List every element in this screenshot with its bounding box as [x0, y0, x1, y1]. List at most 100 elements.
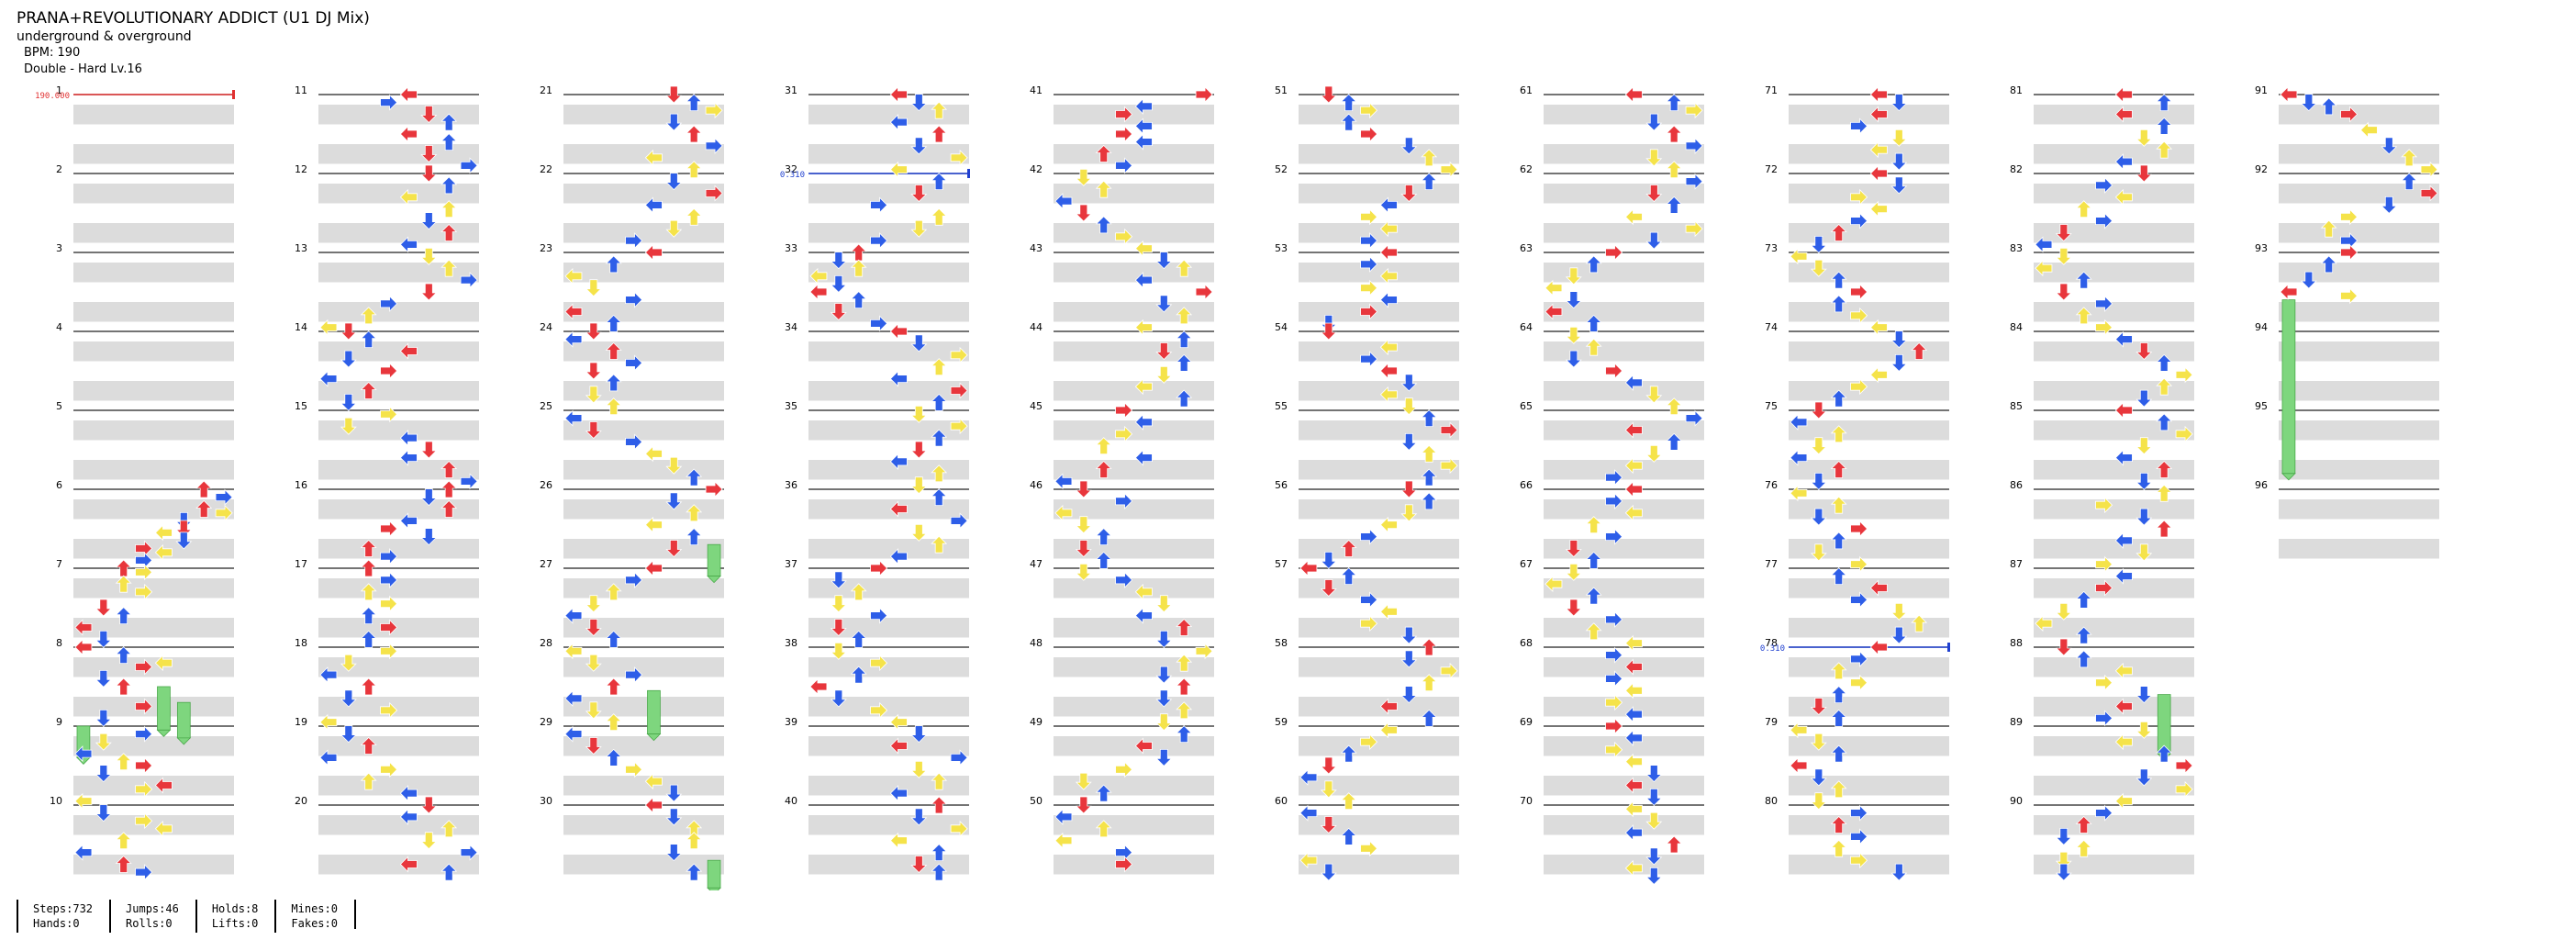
arrow-shape [115, 575, 132, 593]
measure-number: 28 [540, 637, 552, 649]
arrow-note-down [1645, 789, 1663, 806]
arrow-note-down [1810, 473, 1827, 490]
arrow-note-down [1400, 504, 1418, 522]
hold-note [2281, 299, 2296, 475]
arrow-note-up [605, 713, 622, 732]
arrow-shape [644, 445, 663, 463]
speed-event-label: 0.310 [780, 171, 805, 180]
arrow-note-right [380, 520, 398, 537]
measure-number: 26 [540, 479, 552, 491]
arrow-note-up [2156, 520, 2173, 538]
measure-number: 57 [1275, 558, 1288, 570]
arrow-shape [1360, 126, 1378, 142]
arrow-note-up [1830, 271, 1847, 289]
arrow-shape [1155, 365, 1173, 384]
arrow-shape [460, 844, 478, 861]
arrow-note-down [1400, 686, 1418, 704]
arrow-shape [1810, 792, 1827, 811]
arrow-shape [1176, 330, 1193, 349]
measure-band [2034, 815, 2194, 835]
arrow-shape [1645, 113, 1663, 131]
arrow-note-up [1830, 780, 1847, 799]
arrow-shape [1320, 863, 1337, 881]
arrow-shape [1624, 504, 1643, 521]
arrow-note-down [2055, 602, 2072, 621]
measure-number: 93 [2255, 242, 2268, 254]
arrow-shape [1155, 295, 1173, 313]
arrow-note-down [2136, 164, 2153, 183]
arrow-note-down [1400, 480, 1418, 498]
arrow-note-left [1544, 279, 1563, 297]
arrow-note-down [1400, 397, 1418, 416]
arrow-shape [564, 725, 583, 743]
arrow-note-right [1115, 425, 1133, 442]
arrow-note-up [2075, 590, 2092, 609]
arrow-note-right [135, 698, 153, 715]
arrow-shape [1176, 389, 1193, 408]
arrow-note-left [399, 188, 418, 206]
arrow-note-right [1115, 402, 1133, 419]
arrow-note-up [1176, 307, 1193, 325]
measure-band [1054, 657, 1214, 677]
arrow-note-left [1790, 722, 1808, 739]
measure-band [2034, 144, 2194, 164]
arrow-note-down [910, 334, 928, 352]
arrow-note-left [1054, 808, 1073, 825]
measure-band [73, 539, 234, 559]
arrow-note-right [135, 780, 153, 798]
arrow-note-left [399, 342, 418, 360]
measure-number: 83 [2010, 242, 2023, 254]
arrow-note-down [665, 540, 683, 558]
arrow-note-down [1890, 176, 1908, 195]
measure-band [563, 341, 724, 362]
stat-divider-end [353, 900, 356, 929]
arrow-note-down [2136, 686, 2153, 704]
arrow-shape [2340, 208, 2359, 226]
arrow-note-up [605, 630, 622, 648]
arrow-note-down [910, 856, 928, 874]
arrow-note-up [2075, 839, 2092, 857]
arrow-note-up [1830, 425, 1847, 443]
arrow-note-left [889, 114, 908, 131]
arrow-shape [74, 639, 93, 655]
measure-number: 74 [1765, 321, 1778, 333]
arrow-note-down [1075, 204, 1092, 222]
measure-band [1544, 618, 1704, 638]
speed-event-marker [967, 169, 970, 178]
arrow-shape [1421, 173, 1438, 191]
stat-jumps: Jumps:46 [126, 902, 179, 915]
arrow-shape [910, 760, 928, 778]
measure-band [1544, 263, 1704, 283]
arrow-shape [2035, 615, 2053, 632]
arrow-note-right [2095, 674, 2113, 691]
arrow-shape [1790, 248, 1808, 265]
arrow-shape [2114, 153, 2133, 171]
arrow-note-up [2156, 484, 2173, 502]
arrow-shape [1605, 363, 1623, 379]
arrow-note-right [1850, 118, 1868, 135]
measure-number: 8 [56, 637, 62, 649]
arrow-shape [175, 532, 193, 550]
arrow-note-down [1890, 602, 1908, 621]
measure-number: 76 [1765, 479, 1778, 491]
measure-band [1054, 144, 1214, 164]
arrow-shape [1134, 378, 1153, 396]
measure-number: 69 [1520, 716, 1533, 728]
arrow-shape [1605, 610, 1623, 628]
arrow-note-up [115, 607, 132, 624]
arrow-note-up [360, 559, 377, 577]
arrow-shape [1360, 232, 1378, 250]
arrow-note-right [1440, 662, 1458, 679]
arrow-shape [1176, 654, 1193, 672]
arrow-note-right [380, 595, 398, 612]
arrow-note-down [1075, 480, 1092, 498]
arrow-note-down [95, 804, 112, 822]
hold-end-cap [76, 757, 91, 765]
arrow-note-right [1440, 457, 1458, 475]
arrow-note-right [380, 363, 398, 379]
arrow-shape [1075, 563, 1092, 581]
arrow-shape [1685, 220, 1703, 238]
measure-band [808, 460, 969, 480]
measure-number: 53 [1275, 242, 1288, 254]
arrow-shape [564, 267, 583, 285]
